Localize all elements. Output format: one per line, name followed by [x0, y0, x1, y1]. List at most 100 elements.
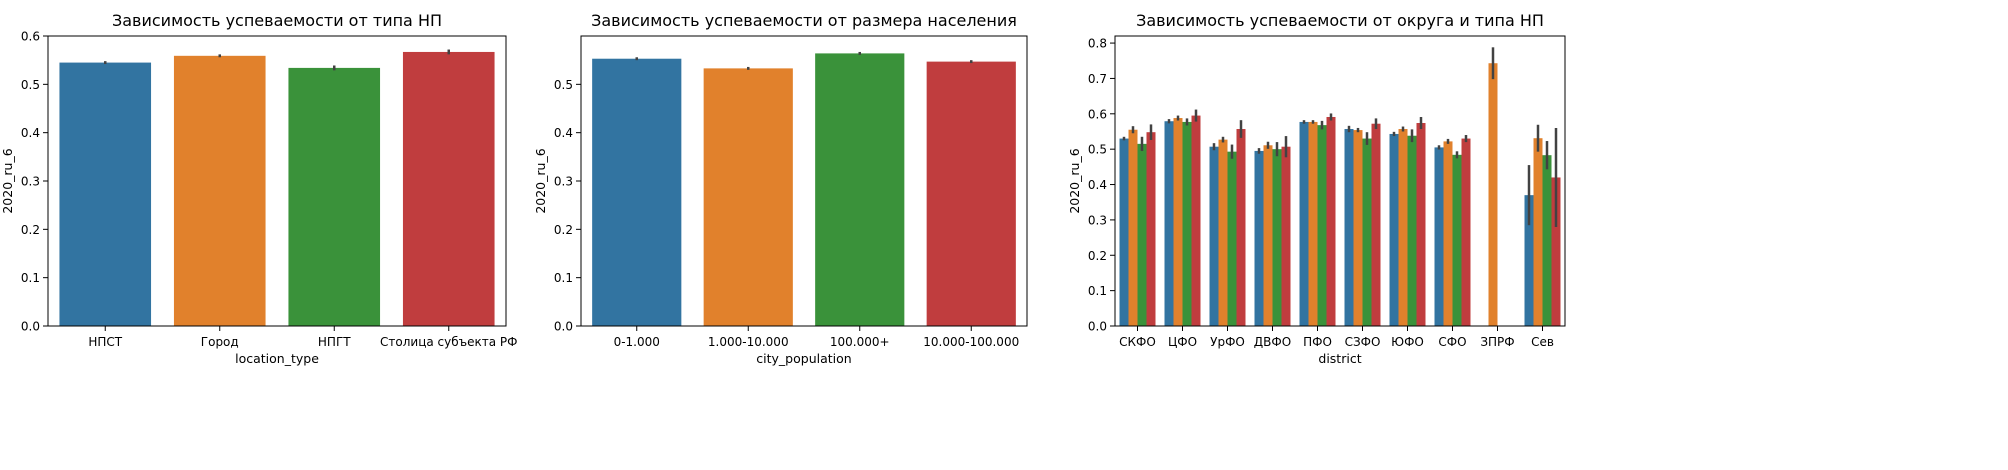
bar — [1551, 177, 1561, 326]
bar — [1227, 151, 1237, 326]
bar — [1452, 154, 1462, 326]
bar — [1542, 155, 1552, 326]
bar — [1398, 129, 1408, 326]
x-tick-label: 1.000-10.000 — [708, 335, 789, 349]
plot-frame — [580, 35, 1028, 327]
y-tick-label: 0.2 — [1088, 249, 1107, 263]
bar — [288, 67, 381, 327]
x-tick-label: СФО — [1438, 335, 1466, 349]
chart-title: Зависимость успеваемости от типа НП — [112, 11, 442, 30]
y-tick-label: 0.8 — [1088, 37, 1107, 51]
bar — [815, 53, 905, 327]
bar — [1173, 118, 1183, 326]
bar — [1209, 146, 1219, 326]
y-tick-label: 0.5 — [554, 78, 573, 92]
bar — [1371, 123, 1381, 327]
x-tick-label: 0-1.000 — [614, 335, 660, 349]
y-tick-label: 0.2 — [21, 223, 40, 237]
x-axis-label: location_type — [235, 351, 319, 366]
y-tick-label: 0.4 — [1088, 178, 1107, 192]
bar — [926, 61, 1016, 326]
bar — [1272, 149, 1282, 326]
y-axis-label: 2020_ru_6 — [0, 148, 15, 213]
chart-title: Зависимость успеваемости от размера насе… — [591, 11, 1017, 30]
bar — [402, 51, 495, 326]
plot-frame — [1114, 35, 1566, 327]
y-tick-label: 0.0 — [21, 320, 40, 334]
bar — [1128, 129, 1138, 326]
y-tick-label: 0.1 — [554, 271, 573, 285]
bar — [1344, 129, 1354, 326]
bar — [592, 58, 682, 326]
bar — [1389, 133, 1399, 326]
bar — [703, 68, 793, 326]
bar — [1353, 130, 1363, 326]
bar — [1164, 121, 1174, 326]
y-tick-label: 0.1 — [21, 271, 40, 285]
y-tick-label: 0.1 — [1088, 284, 1107, 298]
x-tick-label: ЗПРФ — [1480, 335, 1514, 349]
y-tick-label: 0.5 — [21, 78, 40, 92]
bar — [1434, 147, 1444, 326]
bar — [1299, 121, 1309, 326]
y-tick-label: 0.6 — [21, 30, 40, 44]
x-axis-label: city_population — [756, 351, 851, 366]
bar — [1443, 141, 1453, 326]
bar — [1488, 63, 1498, 326]
y-tick-label: 0.4 — [21, 126, 40, 140]
bar — [1236, 129, 1246, 326]
x-tick-label: НПГТ — [318, 335, 351, 349]
chart-title: Зависимость успеваемости от округа и тип… — [1136, 11, 1544, 30]
bar — [1218, 139, 1228, 326]
x-tick-label: 100.000+ — [830, 335, 890, 349]
x-tick-label: ЮФО — [1391, 335, 1424, 349]
x-tick-label: ПФО — [1303, 335, 1332, 349]
bar — [173, 55, 266, 327]
x-tick-label: ЦФО — [1168, 335, 1197, 349]
x-tick-label: СЗФО — [1345, 335, 1381, 349]
x-tick-label: 10.000-100.000 — [923, 335, 1019, 349]
bar — [1182, 121, 1192, 326]
bar — [1461, 138, 1471, 326]
bar — [1308, 121, 1318, 326]
y-tick-label: 0.0 — [1088, 320, 1107, 334]
x-tick-label: Столица субъекта РФ — [380, 335, 517, 349]
bar — [1254, 150, 1264, 326]
bar — [1191, 115, 1201, 326]
bar — [1407, 135, 1417, 326]
bar — [59, 62, 152, 326]
y-axis-label: 2020_ru_6 — [1067, 148, 1082, 213]
chart-1: Зависимость успеваемости от типа НП 0.0 0.… — [0, 11, 517, 366]
bar — [1362, 138, 1372, 326]
bar — [1524, 195, 1534, 326]
x-tick-label: Город — [201, 335, 239, 349]
bar — [1137, 143, 1147, 326]
y-tick-label: 0.7 — [1088, 72, 1107, 86]
bar — [1119, 138, 1129, 326]
y-tick-label: 0.5 — [1088, 143, 1107, 157]
y-tick-label: 0.2 — [554, 223, 573, 237]
bar — [1416, 123, 1426, 326]
plot-frame — [47, 35, 507, 327]
chart-3: Зависимость успеваемости от округа и тип… — [1067, 11, 1566, 366]
y-tick-label: 0.4 — [554, 126, 573, 140]
bar — [1326, 116, 1336, 326]
y-axis-label: 2020_ru_6 — [533, 148, 548, 213]
x-tick-label: СКФО — [1119, 335, 1156, 349]
chart-2: Зависимость успеваемости от размера насе… — [533, 11, 1028, 366]
y-tick-label: 0.3 — [1088, 213, 1107, 227]
bar — [1281, 146, 1291, 326]
y-tick-label: 0.3 — [554, 175, 573, 189]
bar — [1317, 125, 1327, 326]
bar — [1146, 132, 1156, 326]
x-tick-label: НПСТ — [88, 335, 122, 349]
x-tick-label: Сев — [1531, 335, 1554, 349]
bar — [1263, 145, 1273, 326]
y-tick-label: 0.3 — [21, 175, 40, 189]
y-tick-label: 0.0 — [554, 320, 573, 334]
bar — [1533, 138, 1543, 326]
x-tick-label: ДВФО — [1254, 335, 1291, 349]
y-tick-label: 0.6 — [1088, 107, 1107, 121]
x-tick-label: УрФО — [1210, 335, 1245, 349]
